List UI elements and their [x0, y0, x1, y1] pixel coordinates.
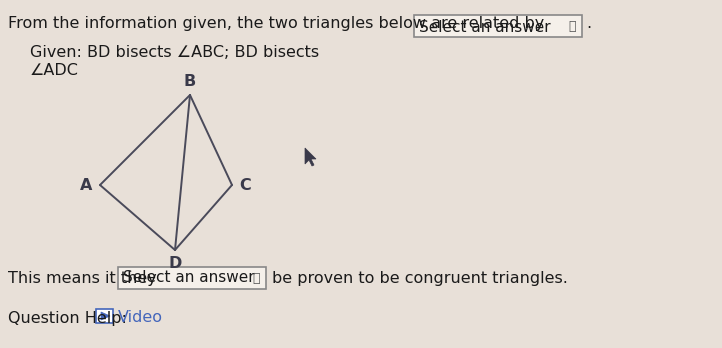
Polygon shape: [101, 312, 110, 320]
Text: .: .: [586, 16, 591, 32]
Text: C: C: [239, 177, 251, 192]
Text: B: B: [184, 74, 196, 89]
FancyBboxPatch shape: [118, 267, 266, 289]
Text: A: A: [80, 177, 92, 192]
Text: D: D: [168, 255, 182, 270]
Text: ⤵: ⤵: [252, 271, 260, 285]
Text: This means it they: This means it they: [8, 270, 157, 285]
FancyBboxPatch shape: [414, 15, 582, 37]
Text: Question Help:: Question Help:: [8, 310, 127, 325]
FancyBboxPatch shape: [96, 309, 113, 323]
Text: Select an answer: Select an answer: [123, 270, 255, 285]
Text: Video: Video: [118, 310, 163, 325]
Text: ⤵: ⤵: [568, 21, 575, 33]
Text: Given: BD bisects ∠ABC; BD bisects: Given: BD bisects ∠ABC; BD bisects: [30, 45, 319, 60]
Text: ∠ADC: ∠ADC: [30, 63, 79, 78]
Text: be proven to be congruent triangles.: be proven to be congruent triangles.: [272, 270, 568, 285]
Text: From the information given, the two triangles below are related by: From the information given, the two tria…: [8, 16, 544, 31]
Text: Select an answer: Select an answer: [419, 19, 551, 34]
Polygon shape: [305, 148, 316, 166]
